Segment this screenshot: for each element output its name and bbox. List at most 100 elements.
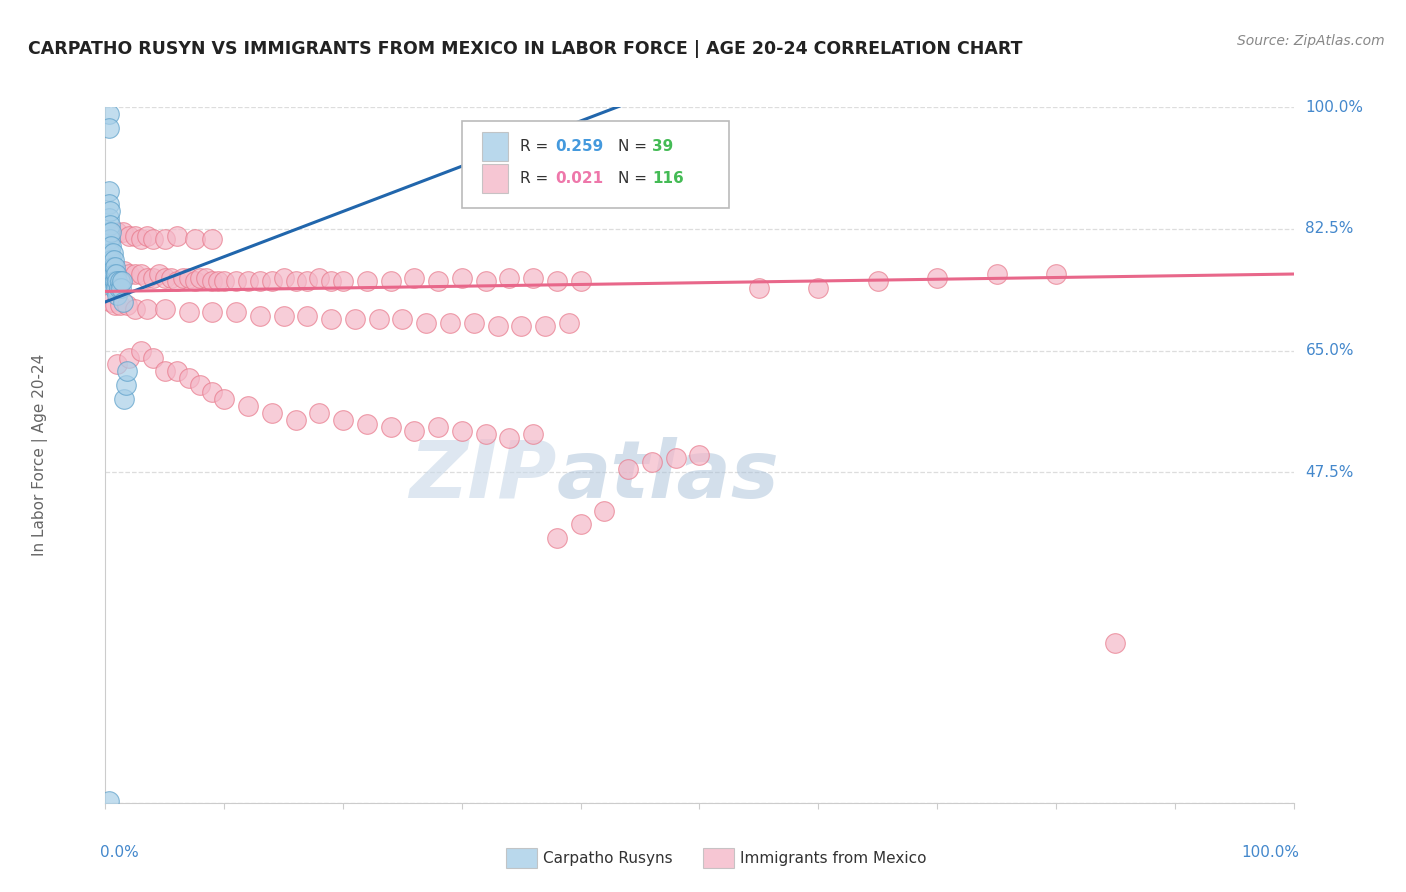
Point [103, 267, 125, 281]
Text: ZIP: ZIP [409, 437, 557, 515]
Point [343, 312, 366, 326]
Point [105, 288, 128, 302]
Point [129, 232, 152, 246]
Point [107, 281, 129, 295]
Point [98, 239, 121, 253]
Point [103, 253, 125, 268]
Point [225, 305, 247, 319]
Point [356, 417, 378, 431]
Point [214, 392, 236, 407]
Point [114, 263, 136, 277]
Text: 100.0%: 100.0% [1305, 100, 1364, 114]
Point [136, 301, 159, 316]
FancyBboxPatch shape [482, 164, 508, 194]
Point [153, 364, 176, 378]
Point [136, 228, 159, 243]
Point [201, 232, 224, 246]
Point [260, 274, 283, 288]
Point [748, 281, 770, 295]
Point [177, 270, 200, 285]
Text: 65.0%: 65.0% [1305, 343, 1354, 358]
Text: 100.0%: 100.0% [1241, 845, 1299, 860]
Point [98, 794, 121, 808]
Point [321, 274, 343, 288]
Point [1104, 636, 1126, 650]
Point [641, 455, 664, 469]
Point [101, 260, 124, 274]
Point [103, 281, 125, 295]
Text: CARPATHO RUSYN VS IMMIGRANTS FROM MEXICO IN LABOR FORCE | AGE 20-24 CORRELATION : CARPATHO RUSYN VS IMMIGRANTS FROM MEXICO… [28, 40, 1022, 58]
Point [474, 427, 496, 442]
Point [391, 312, 413, 326]
Point [166, 274, 188, 288]
Point [104, 298, 127, 312]
FancyBboxPatch shape [461, 121, 730, 208]
Point [105, 358, 128, 372]
Point [100, 267, 122, 281]
Point [190, 270, 212, 285]
Point [118, 228, 141, 243]
Point [225, 274, 247, 288]
Point [172, 270, 194, 285]
Point [236, 274, 259, 288]
Point [1045, 267, 1067, 281]
Point [124, 301, 146, 316]
Point [124, 228, 146, 243]
Point [925, 270, 948, 285]
Point [260, 406, 283, 420]
Point [98, 120, 121, 135]
Point [807, 281, 830, 295]
Point [111, 274, 134, 288]
Text: 0.021: 0.021 [555, 171, 603, 186]
Point [153, 301, 176, 316]
Point [114, 378, 136, 392]
Point [159, 270, 181, 285]
Point [100, 253, 122, 268]
Point [249, 274, 271, 288]
Point [136, 270, 159, 285]
Point [356, 274, 378, 288]
Point [273, 270, 295, 285]
Text: N =: N = [617, 171, 651, 186]
Point [100, 225, 122, 239]
Point [153, 232, 176, 246]
Point [404, 424, 426, 438]
Point [201, 385, 224, 400]
Point [112, 225, 135, 239]
Point [427, 420, 450, 434]
Text: Source: ZipAtlas.com: Source: ZipAtlas.com [1237, 34, 1385, 48]
Point [124, 267, 146, 281]
Point [98, 232, 121, 246]
Point [166, 364, 188, 378]
Point [100, 260, 122, 274]
Point [463, 316, 485, 330]
Point [105, 281, 128, 295]
Point [98, 204, 121, 219]
Point [450, 424, 472, 438]
Point [183, 232, 205, 246]
Point [498, 270, 520, 285]
Text: R =: R = [520, 139, 553, 154]
Point [510, 319, 533, 334]
Point [522, 427, 544, 442]
Point [115, 364, 138, 378]
Point [118, 267, 141, 281]
Point [100, 239, 122, 253]
Point [569, 274, 592, 288]
Point [321, 312, 343, 326]
Point [98, 225, 121, 239]
Point [380, 420, 402, 434]
Point [273, 309, 295, 323]
Point [558, 316, 581, 330]
Point [439, 316, 461, 330]
Point [866, 274, 889, 288]
Point [108, 274, 131, 288]
Point [177, 305, 200, 319]
Point [546, 274, 568, 288]
Point [427, 274, 450, 288]
Point [546, 532, 568, 546]
Point [249, 309, 271, 323]
Point [415, 316, 437, 330]
Point [110, 281, 132, 295]
Point [98, 219, 121, 233]
